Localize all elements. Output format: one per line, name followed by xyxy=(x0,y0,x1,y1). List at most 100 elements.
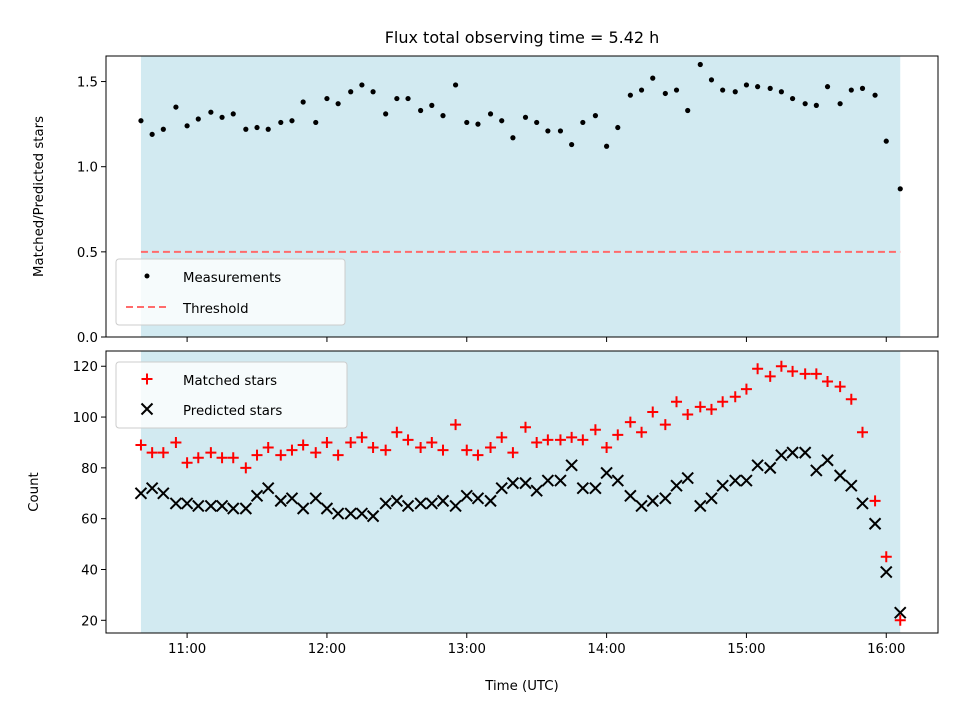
measurement-point xyxy=(335,101,341,107)
matched-stars-point xyxy=(170,436,182,448)
matched-stars-point xyxy=(822,375,834,387)
measurement-point xyxy=(557,128,564,134)
predicted-stars-point xyxy=(659,492,672,505)
predicted-stars-point xyxy=(320,502,334,515)
matched-stars-point xyxy=(531,436,543,448)
measurement-point xyxy=(743,82,750,88)
matched-stars-point xyxy=(380,444,392,456)
predicted-stars-point xyxy=(250,489,264,503)
measurement-point xyxy=(569,141,575,148)
measurement-point xyxy=(184,123,190,129)
measurement-point xyxy=(883,138,889,144)
measurement-point xyxy=(603,143,610,149)
count-legend: Matched stars Predicted stars xyxy=(115,361,348,429)
predicted-stars-point xyxy=(390,494,404,508)
ratio-legend: Measurements Threshold xyxy=(115,258,346,326)
matched-stars-point xyxy=(542,434,554,446)
x-tick-label: 13:00 xyxy=(448,642,486,657)
predicted-stars-point xyxy=(309,492,322,505)
predicted-stars-point xyxy=(798,446,812,459)
matched-stars-point xyxy=(310,447,322,459)
matched-stars-point xyxy=(286,444,298,456)
matched-stars-point xyxy=(729,391,741,403)
predicted-stars-point xyxy=(624,489,637,503)
matched-stars-point xyxy=(799,368,811,380)
measurement-point xyxy=(755,84,761,90)
count-axes-frame xyxy=(105,350,939,634)
measurement-point xyxy=(650,75,656,81)
predicted-stars-point xyxy=(274,494,287,508)
predicted-stars-point xyxy=(331,507,345,520)
predicted-stars-point xyxy=(134,487,148,500)
predicted-stars-point xyxy=(833,469,847,482)
predicted-stars-point xyxy=(285,492,299,505)
predicted-stars-point xyxy=(554,474,567,487)
measurement-point xyxy=(673,87,680,93)
measurement-point xyxy=(138,118,144,124)
y-tick-label: 100 xyxy=(73,411,98,426)
measurement-point xyxy=(289,118,295,124)
predicted-stars-point xyxy=(169,497,183,510)
predicted-stars-point xyxy=(670,479,683,492)
measurement-point xyxy=(405,95,411,102)
predicted-stars-point xyxy=(856,497,869,510)
matched-stars-point xyxy=(894,614,906,626)
predicted-stars-point xyxy=(786,446,799,459)
x-tick-label: 12:00 xyxy=(308,642,346,657)
measurement-point xyxy=(662,90,668,97)
measurement-point xyxy=(149,131,155,137)
measurement-point xyxy=(265,126,271,132)
measurement-point xyxy=(534,119,540,126)
matched-stars-point xyxy=(216,452,228,464)
predicted-stars-point xyxy=(519,476,532,490)
matched-stars-point xyxy=(251,449,263,461)
x-tick-label: 16:00 xyxy=(867,642,905,657)
ratio-panel: 0.0 0.5 1.0 1.5 Matched/Predicted stars Mea… xyxy=(32,55,939,346)
measurement-point xyxy=(545,128,551,134)
measurement-point xyxy=(208,109,214,115)
matched-stars-point xyxy=(332,449,344,461)
ratio-axes-frame xyxy=(105,55,939,338)
matched-stars-point xyxy=(717,396,729,408)
measurement-point xyxy=(160,126,166,132)
predicted-stars-point xyxy=(495,481,508,495)
measurement-point xyxy=(592,113,599,119)
ratio-series xyxy=(138,61,903,253)
y-tick-label: 0.0 xyxy=(77,331,98,346)
measurement-point xyxy=(778,89,784,95)
matched-stars-point xyxy=(262,442,274,454)
matched-stars-point xyxy=(367,442,379,454)
predicted-stars-point xyxy=(145,481,159,495)
measurement-point xyxy=(708,77,715,83)
predicted-stars-point xyxy=(425,497,439,510)
matched-stars-point xyxy=(391,426,403,438)
matched-stars-point xyxy=(589,424,601,436)
matched-stars-point xyxy=(880,551,892,563)
matched-stars-point xyxy=(787,365,799,377)
predicted-stars-point xyxy=(589,481,602,495)
legend-measurements-marker xyxy=(144,273,150,279)
matched-stars-point xyxy=(775,360,787,372)
predicted-stars-point xyxy=(355,507,369,520)
matched-stars-point xyxy=(612,429,624,441)
predicted-stars-point xyxy=(541,474,555,487)
matched-stars-point xyxy=(181,457,193,469)
matched-stars-point xyxy=(450,419,462,431)
measurement-point xyxy=(499,118,505,124)
matched-stars-point xyxy=(682,409,694,421)
matched-stars-point xyxy=(671,396,683,408)
matched-stars-point xyxy=(624,416,636,428)
chart-title: Flux total observing time = 5.42 h xyxy=(385,28,660,47)
predicted-stars-point xyxy=(576,481,590,495)
measurement-point xyxy=(767,85,773,91)
measurement-point xyxy=(897,186,903,192)
predicted-stars-point xyxy=(460,489,473,503)
measurement-point xyxy=(278,119,284,126)
predicted-stars-point xyxy=(180,497,194,510)
matched-stars-point xyxy=(227,452,239,464)
matched-stars-point xyxy=(485,442,497,454)
y-tick-label: 60 xyxy=(81,513,98,528)
measurement-point xyxy=(440,113,446,119)
measurement-point xyxy=(195,116,201,122)
matched-stars-point xyxy=(740,383,752,395)
